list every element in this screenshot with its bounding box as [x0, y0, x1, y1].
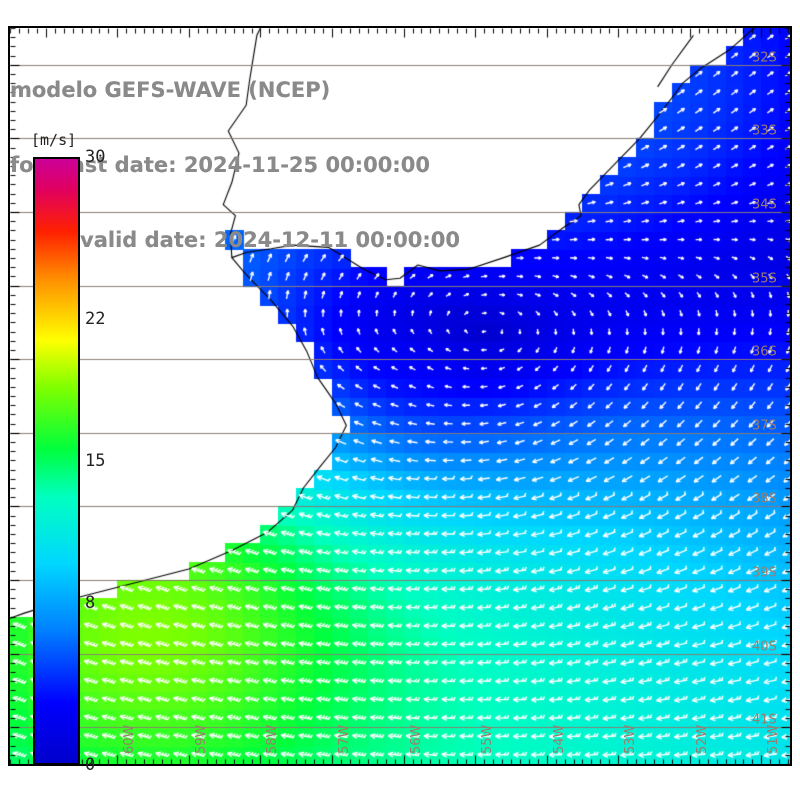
- colorbar-gradient: [35, 159, 78, 763]
- title-model-line: modelo GEFS-WAVE (NCEP): [10, 78, 331, 102]
- colorbar-tick-15: 15: [85, 451, 106, 471]
- colorbar-tick-0: 0: [85, 755, 96, 775]
- title-valid-date-line: valid date: 2024-12-11 00:00:00: [80, 228, 460, 252]
- figure-title-block: modelo GEFS-WAVE (NCEP) forecast date: 2…: [10, 28, 530, 303]
- colorbar-tick-8: 8: [85, 592, 96, 613]
- colorbar: [33, 157, 80, 765]
- colorbar-units-label: [m/s]: [31, 131, 77, 149]
- colorbar-tick-22: 22: [85, 309, 106, 330]
- colorbar-tick-30: 30: [85, 147, 106, 167]
